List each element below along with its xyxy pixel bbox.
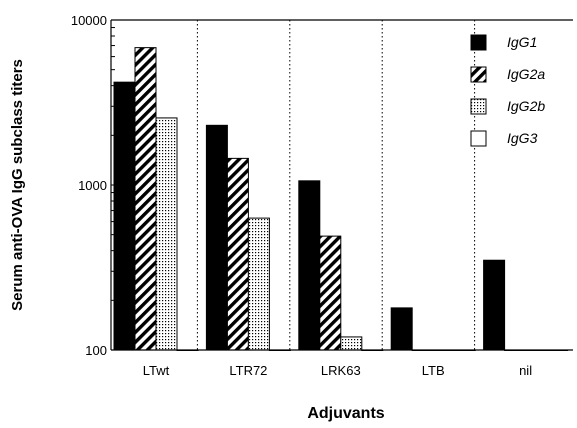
- y-tick-label: 100: [85, 343, 107, 358]
- bar-igg2a-lrk63: [319, 235, 342, 351]
- legend-label-igg3: IgG3: [507, 130, 538, 146]
- legend-swatch-igg2b: [470, 98, 487, 115]
- plot-area: LTwt LTR72 LRK63 LTB nil 100 1000 10000: [71, 13, 573, 378]
- y-axis-label: Serum anti-OVA IgG subclass titers: [9, 59, 26, 311]
- bar-igg1-ltr72: [205, 124, 228, 351]
- y-tick-label: 10000: [71, 13, 107, 28]
- legend-swatch-igg2a: [470, 66, 487, 83]
- x-axis-label: Adjuvants: [307, 405, 384, 422]
- x-tick-label: LTB: [422, 363, 445, 378]
- x-tick-label: LTR72: [229, 363, 267, 378]
- legend-swatch-igg3: [470, 130, 487, 147]
- bar-igg1-lrk63: [298, 180, 321, 351]
- x-tick-label: LTwt: [143, 363, 170, 378]
- bar-igg1-nil: [483, 259, 506, 351]
- legend: IgG1 IgG2a IgG2b IgG3: [470, 34, 545, 147]
- y-axis-label-group: Serum anti-OVA IgG subclass titers: [9, 59, 26, 311]
- bar-igg1-ltb: [390, 307, 413, 351]
- legend-label-igg1: IgG1: [507, 34, 537, 50]
- y-tick-label: 1000: [78, 178, 107, 193]
- bar-igg2a-ltr72: [226, 157, 249, 351]
- x-tick-label: nil: [519, 363, 532, 378]
- bar-igg2b-ltwt: [155, 117, 178, 351]
- bar-igg2a-ltwt: [134, 47, 157, 351]
- legend-label-igg2a: IgG2a: [507, 66, 545, 82]
- bar-igg1-ltwt: [113, 81, 136, 351]
- legend-label-igg2b: IgG2b: [507, 98, 545, 114]
- bar-igg2b-lrk63: [340, 336, 363, 351]
- legend-swatch-igg1: [470, 34, 487, 51]
- bar-igg2b-ltr72: [247, 217, 270, 351]
- x-tick-label: LRK63: [321, 363, 361, 378]
